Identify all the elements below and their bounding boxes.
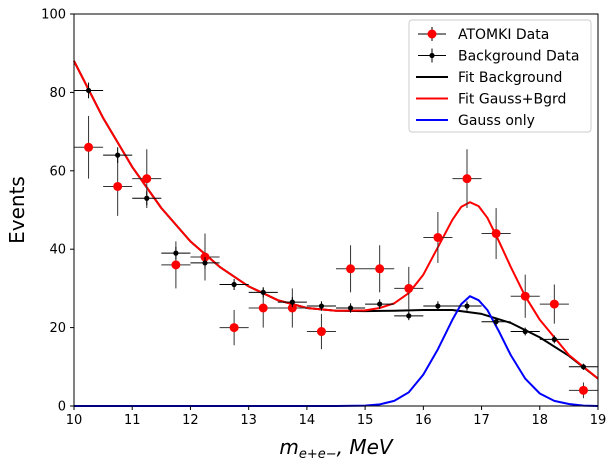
background-data-point	[347, 305, 354, 311]
atomki-data-point	[316, 327, 326, 337]
y-axis-ticks: 0 20 40 60 80 100	[41, 8, 74, 415]
x-tick-label: 18	[532, 413, 549, 428]
legend-label: ATOMKI Data	[458, 27, 549, 43]
y-tick-label: 60	[49, 164, 66, 179]
atomki-data-point	[375, 264, 385, 274]
atomki-data-point	[346, 264, 356, 274]
legend-items: ATOMKI Data Background Data Fit Background…	[416, 27, 579, 129]
atomki-data-point	[549, 299, 559, 309]
atomki-data-point	[229, 323, 239, 333]
background-data-point	[115, 152, 121, 158]
x-axis-label-subscript: e+e−	[299, 447, 337, 458]
atomki-data-point	[433, 232, 443, 242]
background-data-point	[493, 319, 499, 325]
legend-label: Gauss only	[458, 113, 535, 129]
x-tick-label: 11	[124, 413, 141, 428]
background-data-point	[580, 364, 587, 370]
x-axis-label-base: m	[279, 435, 298, 458]
background-data-point	[202, 260, 208, 266]
background-data-point	[464, 303, 470, 309]
atomki-data-point	[113, 181, 123, 191]
background-data-point	[406, 313, 412, 319]
atomki-data-point	[258, 303, 268, 313]
x-tick-label: 17	[473, 413, 490, 428]
atomki-data-point	[578, 385, 588, 395]
atomki-data-point	[84, 142, 94, 152]
x-tick-label: 10	[66, 413, 83, 428]
background-data-point	[318, 303, 325, 309]
atomki-data-point	[287, 303, 297, 313]
y-axis-label: Events	[5, 176, 29, 244]
legend-background-data-marker	[429, 52, 435, 59]
background-data-point	[289, 299, 295, 305]
gauss-only-line	[74, 295, 599, 407]
background-data-point	[260, 289, 266, 295]
background-data-point	[551, 336, 557, 342]
background-data-point	[377, 301, 383, 307]
atomki-data-point	[491, 229, 501, 239]
x-tick-label: 19	[590, 413, 607, 428]
x-tick-label: 16	[415, 413, 432, 428]
y-tick-label: 100	[41, 8, 66, 23]
x-tick-label: 12	[182, 413, 199, 428]
legend-label: Fit Gauss+Bgrd	[458, 92, 566, 108]
background-data-point	[85, 87, 92, 94]
y-tick-label: 80	[49, 86, 66, 101]
atomki-data-point	[404, 283, 414, 293]
x-axis-ticks: 10 11 12 13 14 15 16 17 18 19	[66, 406, 607, 428]
x-tick-label: 15	[357, 413, 374, 428]
background-data-point	[144, 195, 150, 201]
atomki-data-point	[520, 291, 530, 301]
atomki-data-point	[171, 260, 181, 270]
y-tick-label: 0	[58, 400, 66, 415]
background-data-point	[173, 250, 179, 256]
legend-atomki-data-marker	[427, 29, 437, 39]
x-axis-label-unit: , MeV	[337, 435, 394, 458]
atomki-data-point	[142, 174, 152, 184]
plot-frame	[73, 13, 599, 407]
y-tick-label: 20	[49, 321, 66, 336]
y-tick-label: 40	[49, 243, 66, 258]
x-tick-label: 14	[299, 413, 316, 428]
atomki-data-point	[462, 174, 472, 184]
data-points	[74, 82, 598, 399]
legend-box	[408, 19, 592, 133]
legend-label: Background Data	[458, 49, 579, 65]
x-tick-label: 13	[240, 413, 257, 428]
legend: ATOMKI Data Background Data Fit Background…	[408, 19, 592, 133]
legend-label: Fit Background	[458, 70, 562, 86]
background-data-point	[522, 328, 528, 335]
x-axis-label: me+e−, MeV	[279, 435, 394, 458]
background-data-point	[435, 303, 441, 309]
background-data-point	[231, 281, 237, 288]
